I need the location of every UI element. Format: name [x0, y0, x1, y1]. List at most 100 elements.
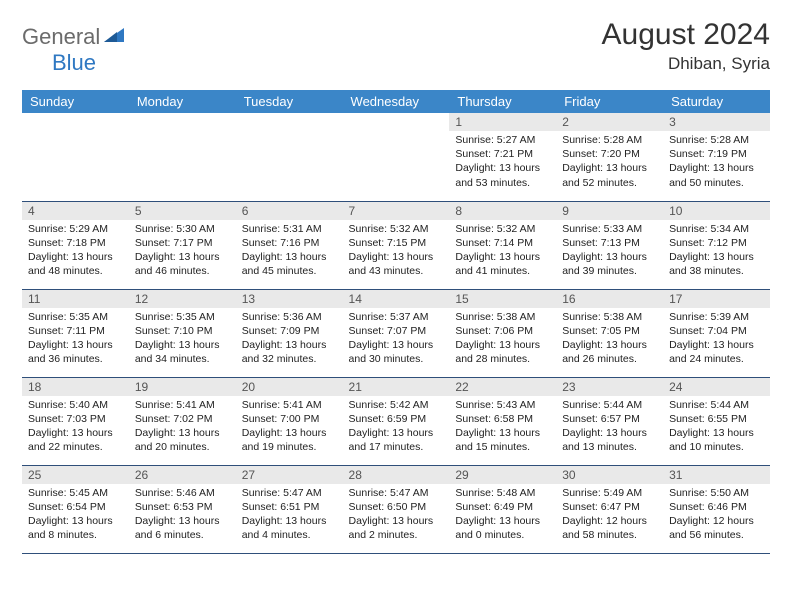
calendar-day-cell: 8Sunrise: 5:32 AMSunset: 7:14 PMDaylight…	[449, 201, 556, 289]
day-number: 25	[22, 466, 129, 484]
day-number: 10	[663, 202, 770, 220]
day-number: 15	[449, 290, 556, 308]
calendar-day-cell: ..	[343, 113, 450, 201]
day-number: 24	[663, 378, 770, 396]
calendar-week-row: 25Sunrise: 5:45 AMSunset: 6:54 PMDayligh…	[22, 465, 770, 553]
day-number: 3	[663, 113, 770, 131]
calendar-day-cell: 25Sunrise: 5:45 AMSunset: 6:54 PMDayligh…	[22, 465, 129, 553]
day-details: Sunrise: 5:44 AMSunset: 6:57 PMDaylight:…	[556, 396, 663, 459]
day-details: Sunrise: 5:30 AMSunset: 7:17 PMDaylight:…	[129, 220, 236, 283]
calendar-day-cell: 13Sunrise: 5:36 AMSunset: 7:09 PMDayligh…	[236, 289, 343, 377]
day-number: 16	[556, 290, 663, 308]
day-details: Sunrise: 5:40 AMSunset: 7:03 PMDaylight:…	[22, 396, 129, 459]
calendar-day-cell: 30Sunrise: 5:49 AMSunset: 6:47 PMDayligh…	[556, 465, 663, 553]
calendar-day-cell: 18Sunrise: 5:40 AMSunset: 7:03 PMDayligh…	[22, 377, 129, 465]
calendar-day-cell: 20Sunrise: 5:41 AMSunset: 7:00 PMDayligh…	[236, 377, 343, 465]
calendar-week-row: 11Sunrise: 5:35 AMSunset: 7:11 PMDayligh…	[22, 289, 770, 377]
day-details: Sunrise: 5:50 AMSunset: 6:46 PMDaylight:…	[663, 484, 770, 547]
day-details: Sunrise: 5:34 AMSunset: 7:12 PMDaylight:…	[663, 220, 770, 283]
day-details: Sunrise: 5:44 AMSunset: 6:55 PMDaylight:…	[663, 396, 770, 459]
day-details: Sunrise: 5:47 AMSunset: 6:50 PMDaylight:…	[343, 484, 450, 547]
day-number: 19	[129, 378, 236, 396]
weekday-header: Sunday	[22, 90, 129, 113]
day-number: 1	[449, 113, 556, 131]
day-number: 5	[129, 202, 236, 220]
day-details: Sunrise: 5:46 AMSunset: 6:53 PMDaylight:…	[129, 484, 236, 547]
day-details: Sunrise: 5:38 AMSunset: 7:06 PMDaylight:…	[449, 308, 556, 371]
day-number: 6	[236, 202, 343, 220]
calendar-day-cell: 19Sunrise: 5:41 AMSunset: 7:02 PMDayligh…	[129, 377, 236, 465]
location-label: Dhiban, Syria	[602, 54, 770, 74]
day-number: 26	[129, 466, 236, 484]
day-details: Sunrise: 5:38 AMSunset: 7:05 PMDaylight:…	[556, 308, 663, 371]
calendar-day-cell: 2Sunrise: 5:28 AMSunset: 7:20 PMDaylight…	[556, 113, 663, 201]
day-details: Sunrise: 5:28 AMSunset: 7:19 PMDaylight:…	[663, 131, 770, 194]
brand-mark-icon	[104, 26, 126, 49]
weekday-header: Friday	[556, 90, 663, 113]
calendar-day-cell: 23Sunrise: 5:44 AMSunset: 6:57 PMDayligh…	[556, 377, 663, 465]
calendar-day-cell: 28Sunrise: 5:47 AMSunset: 6:50 PMDayligh…	[343, 465, 450, 553]
calendar-day-cell: 4Sunrise: 5:29 AMSunset: 7:18 PMDaylight…	[22, 201, 129, 289]
weekday-header: Wednesday	[343, 90, 450, 113]
day-details: Sunrise: 5:39 AMSunset: 7:04 PMDaylight:…	[663, 308, 770, 371]
brand-word-1: General	[22, 24, 100, 50]
day-details: Sunrise: 5:43 AMSunset: 6:58 PMDaylight:…	[449, 396, 556, 459]
day-number: 27	[236, 466, 343, 484]
day-details: Sunrise: 5:31 AMSunset: 7:16 PMDaylight:…	[236, 220, 343, 283]
day-number: 21	[343, 378, 450, 396]
calendar-header-row: SundayMondayTuesdayWednesdayThursdayFrid…	[22, 90, 770, 113]
calendar-week-row: ........1Sunrise: 5:27 AMSunset: 7:21 PM…	[22, 113, 770, 201]
day-number: 23	[556, 378, 663, 396]
day-details: Sunrise: 5:33 AMSunset: 7:13 PMDaylight:…	[556, 220, 663, 283]
calendar-week-row: 4Sunrise: 5:29 AMSunset: 7:18 PMDaylight…	[22, 201, 770, 289]
day-number: 22	[449, 378, 556, 396]
calendar-day-cell: 24Sunrise: 5:44 AMSunset: 6:55 PMDayligh…	[663, 377, 770, 465]
day-details: Sunrise: 5:49 AMSunset: 6:47 PMDaylight:…	[556, 484, 663, 547]
day-details: Sunrise: 5:47 AMSunset: 6:51 PMDaylight:…	[236, 484, 343, 547]
calendar-day-cell: 7Sunrise: 5:32 AMSunset: 7:15 PMDaylight…	[343, 201, 450, 289]
weekday-header: Tuesday	[236, 90, 343, 113]
calendar-day-cell: 17Sunrise: 5:39 AMSunset: 7:04 PMDayligh…	[663, 289, 770, 377]
calendar-day-cell: 15Sunrise: 5:38 AMSunset: 7:06 PMDayligh…	[449, 289, 556, 377]
calendar-day-cell: 1Sunrise: 5:27 AMSunset: 7:21 PMDaylight…	[449, 113, 556, 201]
calendar-day-cell: 10Sunrise: 5:34 AMSunset: 7:12 PMDayligh…	[663, 201, 770, 289]
calendar-day-cell: ..	[129, 113, 236, 201]
calendar-table: SundayMondayTuesdayWednesdayThursdayFrid…	[22, 90, 770, 554]
day-details: Sunrise: 5:32 AMSunset: 7:14 PMDaylight:…	[449, 220, 556, 283]
calendar-day-cell: 31Sunrise: 5:50 AMSunset: 6:46 PMDayligh…	[663, 465, 770, 553]
calendar-day-cell: 16Sunrise: 5:38 AMSunset: 7:05 PMDayligh…	[556, 289, 663, 377]
brand-word-2: Blue	[52, 50, 96, 75]
day-details: Sunrise: 5:35 AMSunset: 7:11 PMDaylight:…	[22, 308, 129, 371]
weekday-header: Monday	[129, 90, 236, 113]
calendar-day-cell: ..	[22, 113, 129, 201]
calendar-day-cell: 26Sunrise: 5:46 AMSunset: 6:53 PMDayligh…	[129, 465, 236, 553]
day-details: Sunrise: 5:27 AMSunset: 7:21 PMDaylight:…	[449, 131, 556, 194]
calendar-day-cell: 6Sunrise: 5:31 AMSunset: 7:16 PMDaylight…	[236, 201, 343, 289]
day-number: 11	[22, 290, 129, 308]
day-details: Sunrise: 5:45 AMSunset: 6:54 PMDaylight:…	[22, 484, 129, 547]
month-title: August 2024	[602, 18, 770, 52]
calendar-day-cell: 21Sunrise: 5:42 AMSunset: 6:59 PMDayligh…	[343, 377, 450, 465]
day-number: 12	[129, 290, 236, 308]
day-number: 8	[449, 202, 556, 220]
day-details: Sunrise: 5:32 AMSunset: 7:15 PMDaylight:…	[343, 220, 450, 283]
calendar-day-cell: 11Sunrise: 5:35 AMSunset: 7:11 PMDayligh…	[22, 289, 129, 377]
brand-logo: General	[22, 18, 128, 50]
day-details: Sunrise: 5:41 AMSunset: 7:02 PMDaylight:…	[129, 396, 236, 459]
day-number: 29	[449, 466, 556, 484]
day-number: 2	[556, 113, 663, 131]
day-number: 7	[343, 202, 450, 220]
day-details: Sunrise: 5:48 AMSunset: 6:49 PMDaylight:…	[449, 484, 556, 547]
day-details: Sunrise: 5:28 AMSunset: 7:20 PMDaylight:…	[556, 131, 663, 194]
day-number: 31	[663, 466, 770, 484]
day-details: Sunrise: 5:36 AMSunset: 7:09 PMDaylight:…	[236, 308, 343, 371]
day-details: Sunrise: 5:41 AMSunset: 7:00 PMDaylight:…	[236, 396, 343, 459]
calendar-week-row: 18Sunrise: 5:40 AMSunset: 7:03 PMDayligh…	[22, 377, 770, 465]
calendar-day-cell: 12Sunrise: 5:35 AMSunset: 7:10 PMDayligh…	[129, 289, 236, 377]
day-number: 17	[663, 290, 770, 308]
day-number: 20	[236, 378, 343, 396]
calendar-day-cell: 27Sunrise: 5:47 AMSunset: 6:51 PMDayligh…	[236, 465, 343, 553]
weekday-header: Thursday	[449, 90, 556, 113]
day-details: Sunrise: 5:35 AMSunset: 7:10 PMDaylight:…	[129, 308, 236, 371]
day-number: 9	[556, 202, 663, 220]
